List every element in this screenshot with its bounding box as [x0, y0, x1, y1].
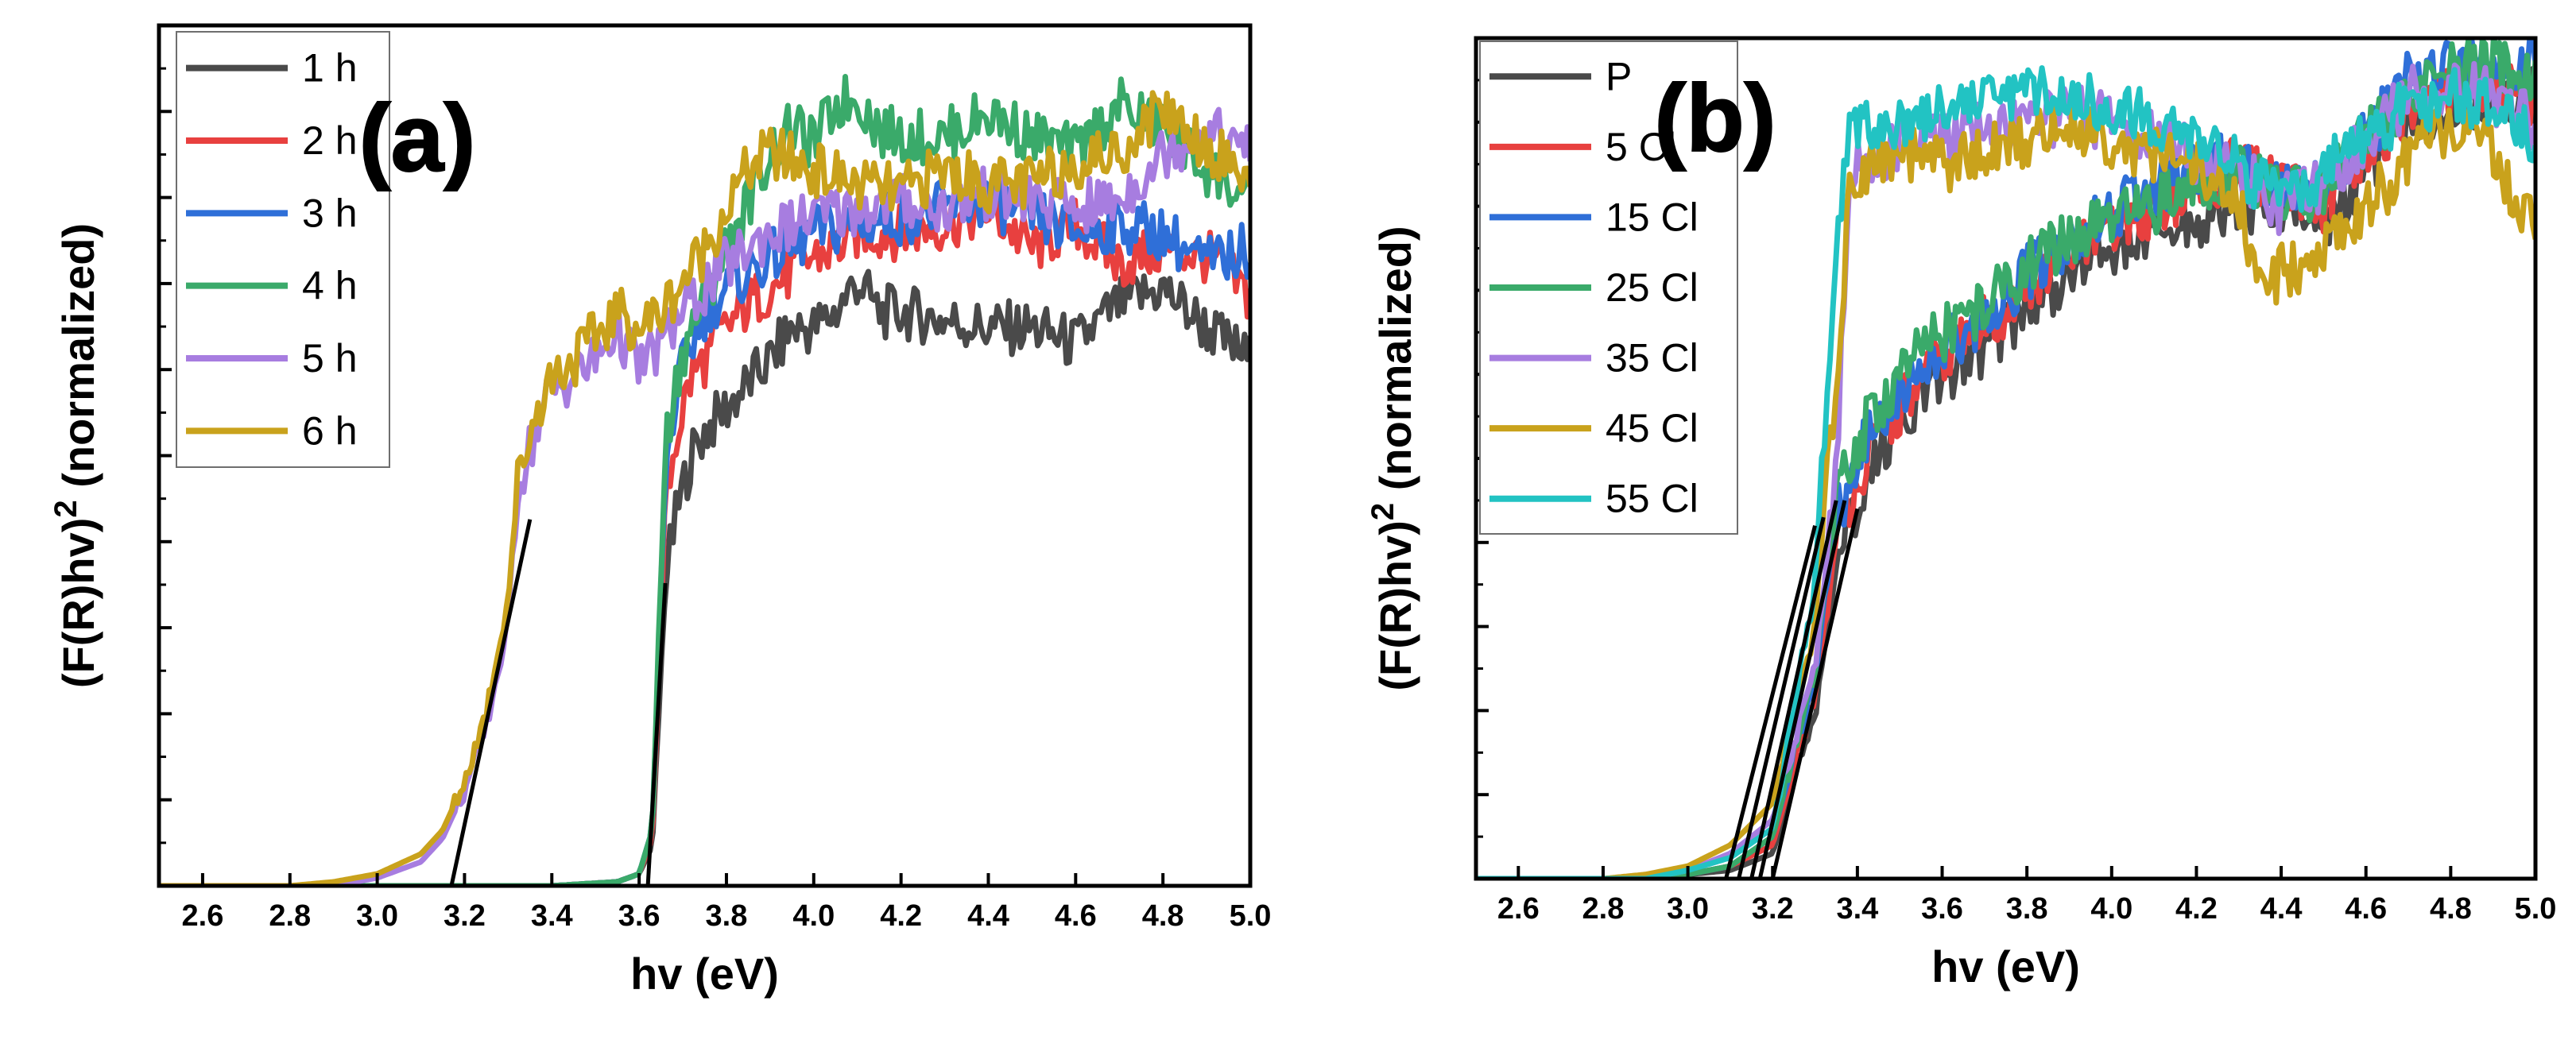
x-tick-label: 3.2 [1752, 892, 1794, 926]
legend-label: P [1606, 54, 1632, 99]
tangent-line-2 [645, 582, 668, 886]
chart-panel-1: 2.6 2.8 3.0 3.2 3.4 3.6 3.8 4.0 4.2 4.4 4.6 4.8 5.0 h… [48, 23, 1272, 999]
x-tick-label: 4.0 [2090, 892, 2132, 926]
x-axis-title: hv (eV) [630, 949, 779, 999]
x-tick-label: 2.8 [269, 899, 311, 933]
x-tick-label: 4.2 [880, 899, 922, 933]
x-tick-label: 4.4 [2260, 892, 2303, 926]
legend-label: 6 h [302, 408, 358, 453]
x-tick-label: 4.0 [792, 899, 835, 933]
x-tick-label: 3.4 [531, 899, 573, 933]
legend-label: 3 h [302, 191, 358, 235]
x-tick-label: 5.0 [1230, 899, 1272, 933]
x-tick-label: 3.0 [356, 899, 398, 933]
x-tick-label: 3.2 [444, 899, 486, 933]
legend-label: 35 Cl [1606, 336, 1699, 381]
series-line-45-cl [1476, 94, 2535, 879]
series-line-6-h [159, 90, 1250, 886]
x-tick-label: 4.2 [2175, 892, 2218, 926]
legend-label: 1 h [302, 46, 358, 91]
tangent-line-1 [1724, 525, 1817, 879]
legend-label: 45 Cl [1606, 406, 1699, 450]
plot-area [159, 74, 1250, 886]
series-line-1-h [159, 269, 1250, 886]
legend: P 5 Cl 15 Cl 25 Cl 35 Cl 45 Cl 55 Cl [1479, 41, 1738, 535]
x-tick-label: 4.6 [2345, 892, 2387, 926]
x-tick-label: 3.4 [1836, 892, 1878, 926]
panel-label: (b) [1654, 65, 1776, 172]
x-tick-label: 3.6 [618, 899, 660, 933]
x-tick-label: 2.8 [1582, 892, 1625, 926]
legend-label: 5 Cl [1606, 125, 1676, 169]
x-tick-label: 4.8 [2430, 892, 2472, 926]
legend-label: 2 h [302, 118, 358, 163]
tangent-line-5 [1770, 508, 1860, 879]
x-tick-label: 3.0 [1667, 892, 1709, 926]
x-tick-label: 2.6 [1497, 892, 1540, 926]
legend-label: 15 Cl [1606, 195, 1699, 239]
x-tick-label: 4.6 [1055, 899, 1097, 933]
legend-label: 4 h [302, 264, 358, 308]
legend-label: 55 Cl [1606, 477, 1699, 521]
panel-label: (a) [359, 85, 476, 191]
chart-panel-2: 2.6 2.8 3.0 3.2 3.4 3.6 3.8 4.0 4.2 4.4 4.6 4.8 5.0 h… [1365, 36, 2557, 991]
x-axis-title: hv (eV) [1931, 941, 2080, 991]
legend-label: 25 Cl [1606, 265, 1699, 310]
legend: 1 h 2 h 3 h 4 h 5 h 6 h [176, 31, 390, 468]
x-tick-label: 5.0 [2515, 892, 2557, 926]
x-tick-label: 4.4 [967, 899, 1009, 933]
legend-box [176, 31, 390, 468]
x-tick-label: 2.6 [182, 899, 224, 933]
legend-label: 5 h [302, 336, 358, 381]
y-axis-title: (F(R)hv)2 (normalized) [1365, 226, 1420, 690]
tangent-line-3 [1749, 500, 1838, 879]
tangent-line-2 [1737, 516, 1826, 879]
tangent-line-4 [1757, 500, 1847, 879]
y-axis-title: (F(R)hv)2 (normalized) [48, 223, 103, 688]
x-tick-label: 3.6 [1921, 892, 1963, 926]
x-tick-label: 3.8 [706, 899, 748, 933]
x-tick-label: 3.8 [2006, 892, 2048, 926]
tangent-line-1 [449, 519, 533, 886]
x-tick-label: 4.8 [1142, 899, 1184, 933]
